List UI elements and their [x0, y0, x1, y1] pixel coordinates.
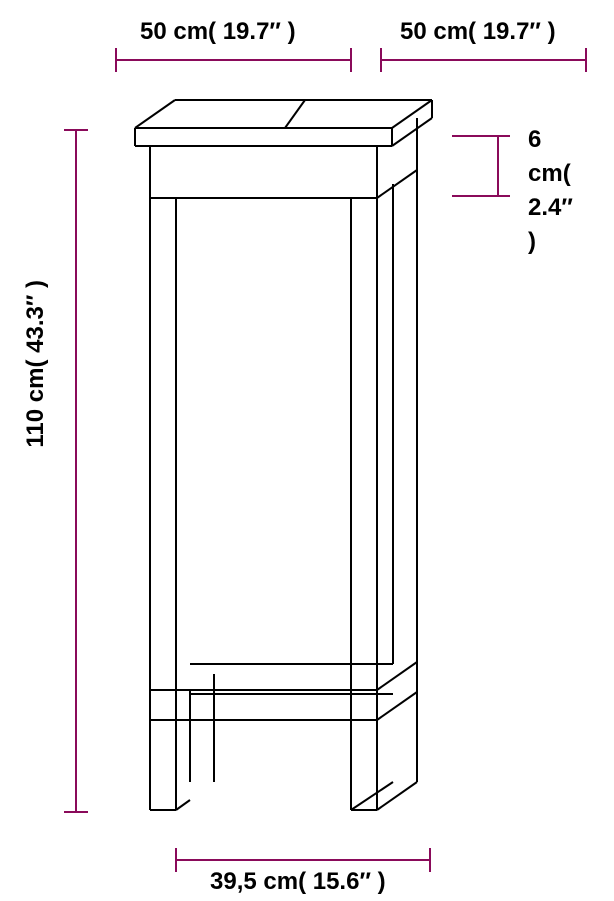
dim-label-height: 110 cm( 43.3″ ) — [22, 280, 50, 448]
dim-label-depth-top: 50 cm( 19.7″ ) — [400, 18, 556, 46]
dim-label-apron-3: 2.4″ — [528, 194, 573, 222]
diagram-svg — [0, 0, 614, 901]
dim-label-apron-1: 6 — [528, 126, 541, 154]
table-drawing — [135, 100, 432, 810]
dim-label-apron-4: ) — [528, 228, 536, 256]
diagram-stage: 50 cm( 19.7″ ) 50 cm( 19.7″ ) 6 cm( 2.4″… — [0, 0, 614, 901]
dim-label-width-top: 50 cm( 19.7″ ) — [140, 18, 296, 46]
dim-label-inner-width: 39,5 cm( 15.6″ ) — [210, 868, 386, 896]
dim-label-apron-2: cm( — [528, 160, 571, 188]
dimension-lines — [64, 48, 586, 872]
